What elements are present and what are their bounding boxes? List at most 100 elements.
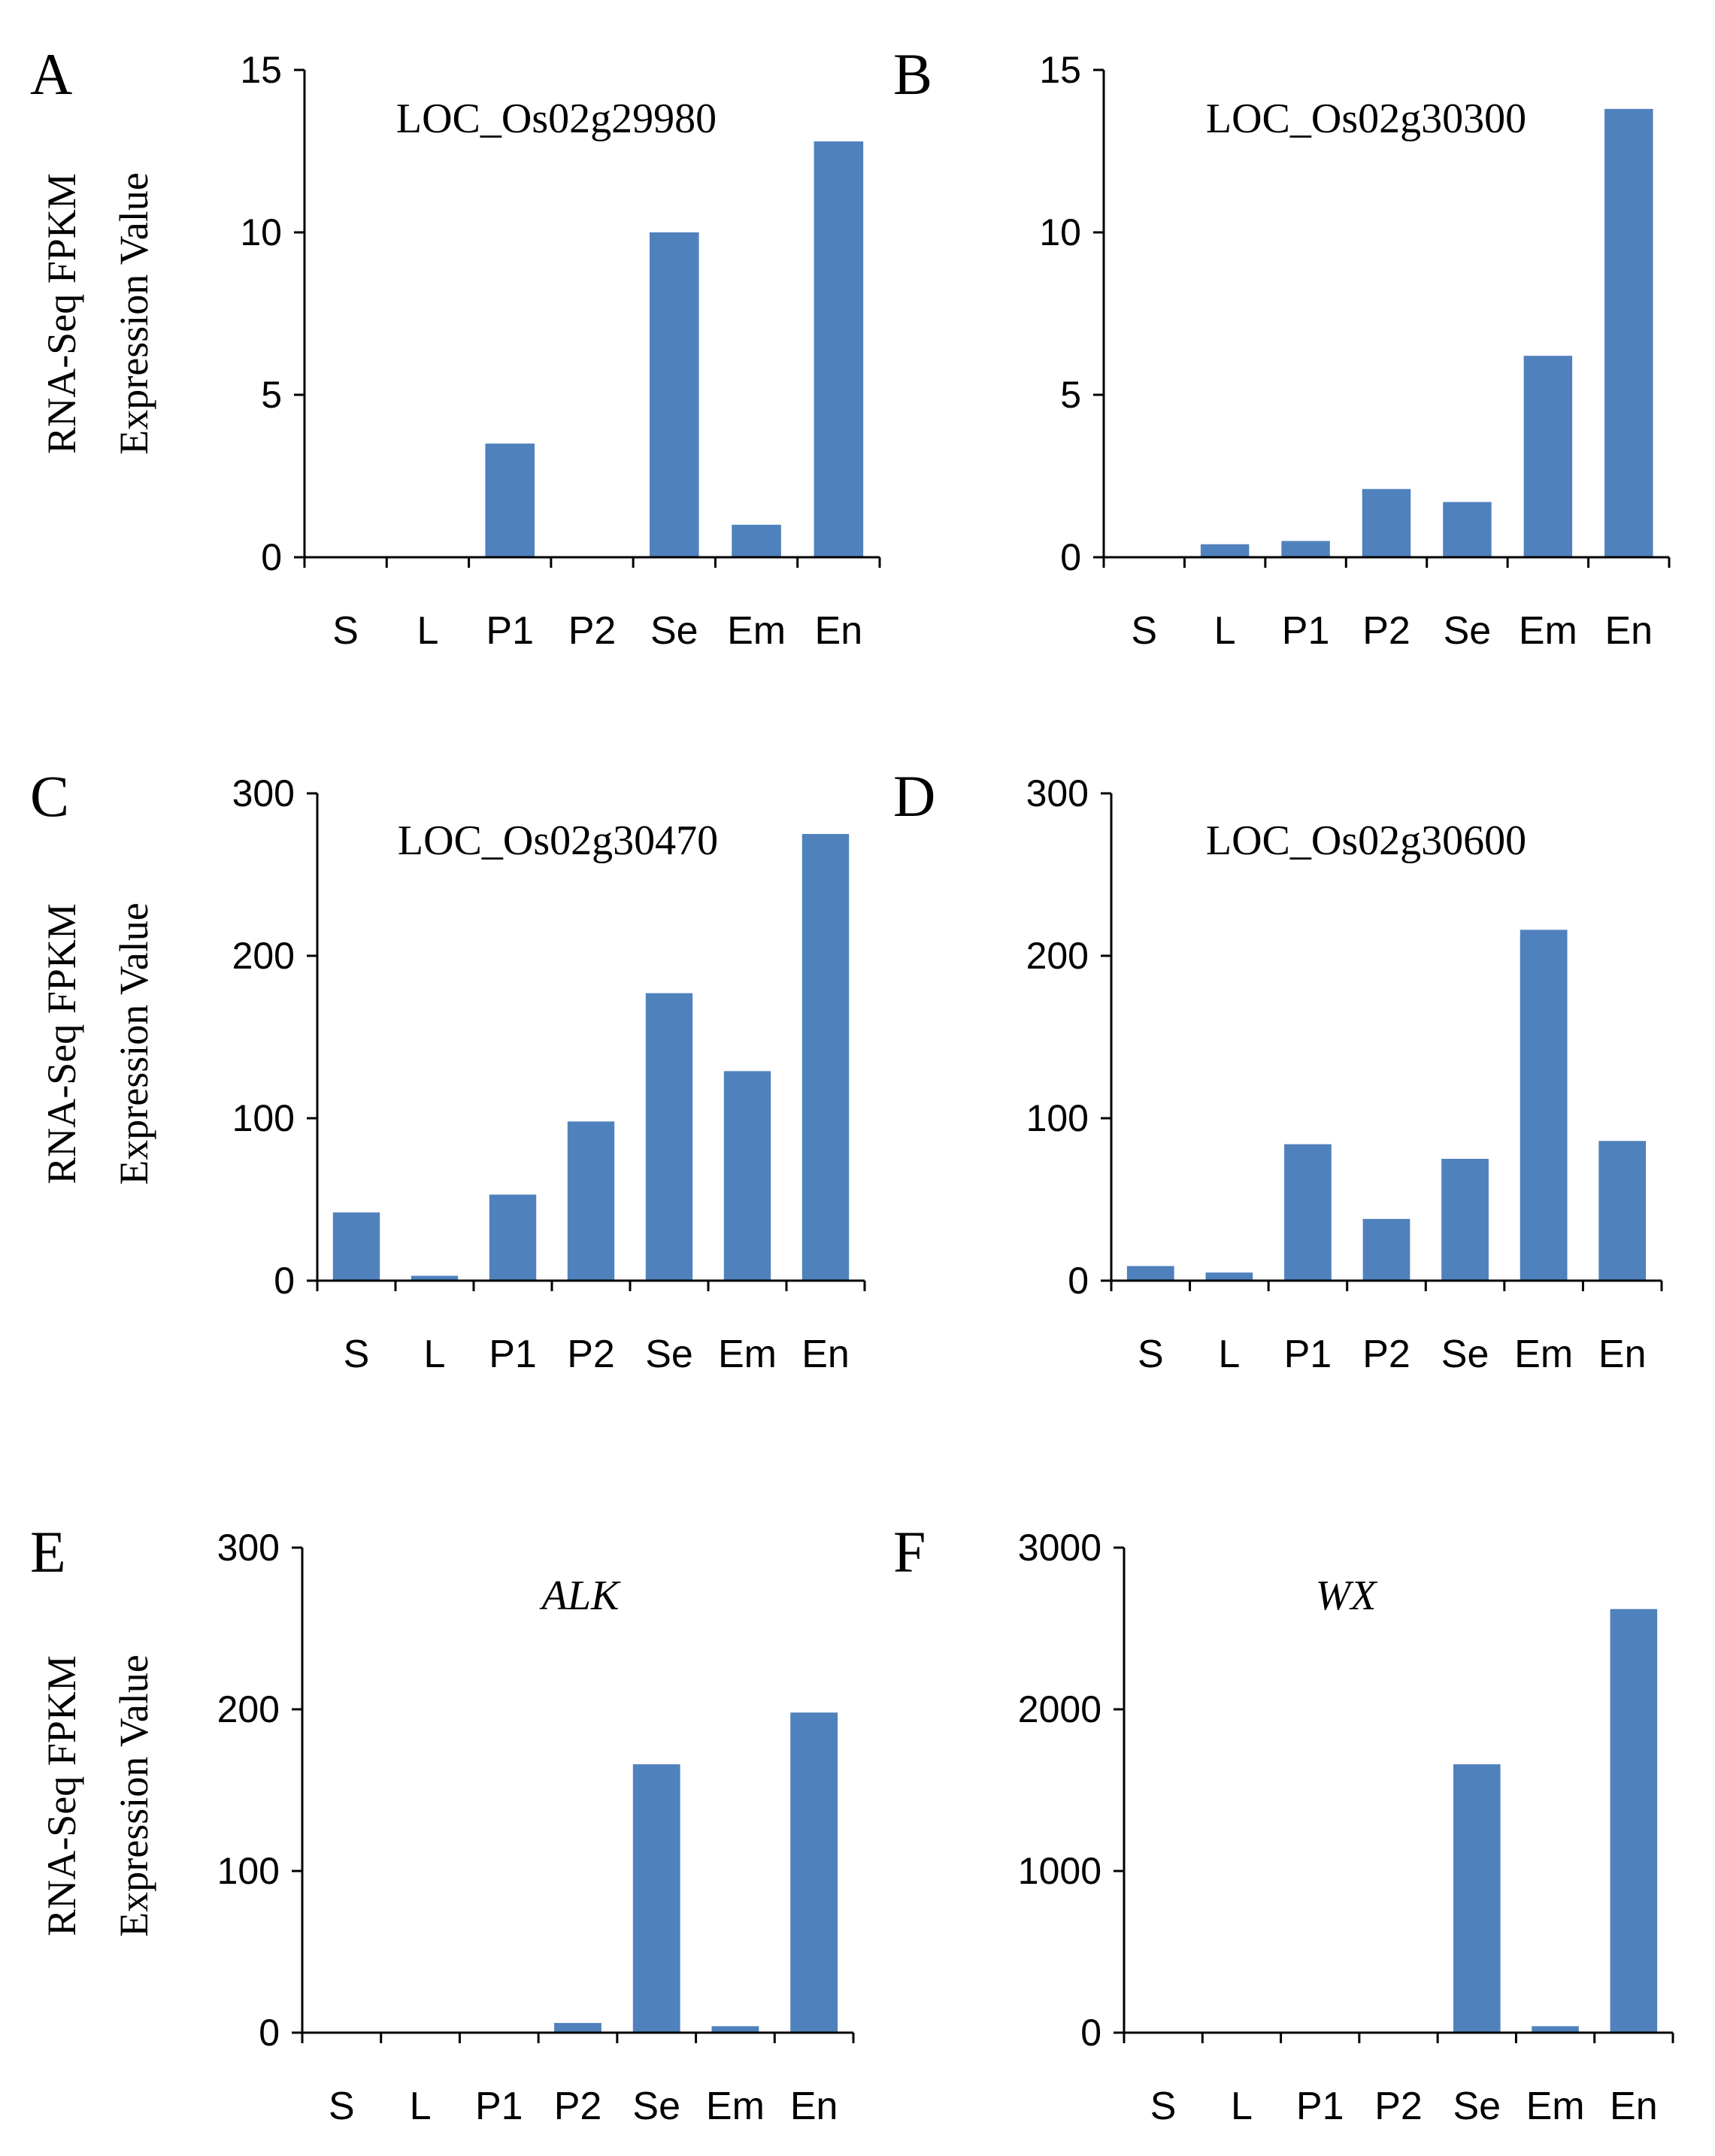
panel-c-letter: C <box>30 763 69 829</box>
panel-b-bar-p1 <box>1281 541 1330 557</box>
panel-a-y-tick-label-15: 15 <box>240 49 282 91</box>
panel-d-x-tick-label-s: S <box>1138 1333 1164 1376</box>
panel-b-x-tick-label-se: Se <box>1444 609 1492 653</box>
panel-b-bar-en <box>1604 108 1653 558</box>
panel-b-letter: B <box>893 41 932 107</box>
panel-d-x-tick-label-en: En <box>1598 1333 1647 1376</box>
panel-a-y-axis-label-line1: RNA-Seq FPKM <box>39 173 84 454</box>
panel-d-x-tick-label-l: L <box>1218 1333 1240 1376</box>
panel-d-y-tick-label-300: 300 <box>1026 772 1089 814</box>
panel-d-x-tick-label-p1: P1 <box>1284 1333 1332 1376</box>
panel-d-bar-em <box>1520 929 1568 1281</box>
panel-e-x-tick-label-em: Em <box>706 2085 765 2128</box>
panel-e-x-tick-label-p1: P1 <box>475 2085 523 2128</box>
panel-e-x-tick-label-en: En <box>790 2085 838 2128</box>
panel-f-y-tick-label-0: 0 <box>1080 2012 1101 2054</box>
panel-c-y-tick-label-300: 300 <box>232 772 295 814</box>
panel-e-y-tick-label-100: 100 <box>217 1850 280 1892</box>
panel-e-y-tick-label-200: 200 <box>217 1688 280 1730</box>
panel-a-x-tick-label-p2: P2 <box>568 609 617 653</box>
panel-d-bar-l <box>1205 1272 1253 1281</box>
panel-c-x-tick-label-l: L <box>424 1333 446 1376</box>
panel-c-x-tick-label-p2: P2 <box>567 1333 615 1376</box>
panel-c-y-tick-label-200: 200 <box>232 935 295 977</box>
panel-e-bar-en <box>790 1712 838 2033</box>
panel-f-title: WX <box>1316 1572 1379 1619</box>
panel-d-x-tick-label-se: Se <box>1441 1333 1489 1376</box>
panel-f-bar-se <box>1453 1764 1501 2033</box>
panel-e-x-tick-label-p2: P2 <box>554 2085 602 2128</box>
panel-f-x-tick-label-en: En <box>1610 2085 1658 2128</box>
panel-a-x-tick-label-em: Em <box>727 609 786 653</box>
panel-b-bar-se <box>1443 502 1492 557</box>
panel-c-y-axis-label-line2: Expression Value <box>111 902 156 1184</box>
panel-b-x-tick-label-s: S <box>1131 609 1157 653</box>
panel-e-title: ALK <box>539 1572 621 1619</box>
panel-c-bar-em <box>723 1071 771 1281</box>
panel-a-bar-p1 <box>485 443 535 557</box>
panel-c-bar-s <box>332 1212 380 1281</box>
panel-d-bar-p2 <box>1362 1218 1410 1281</box>
panel-a-letter: A <box>30 41 72 107</box>
panel-d-y-tick-label-100: 100 <box>1026 1097 1089 1139</box>
panel-e-letter: E <box>30 1519 66 1584</box>
panel-d-title: LOC_Os02g30600 <box>1206 817 1526 864</box>
panel-f-y-tick-label-1000: 1000 <box>1018 1850 1101 1892</box>
panel-b-x-tick-label-p2: P2 <box>1362 609 1410 653</box>
panel-b-y-tick-label-10: 10 <box>1039 211 1081 253</box>
panel-e-y-tick-label-0: 0 <box>259 2012 280 2054</box>
panel-a-x-tick-label-p1: P1 <box>486 609 534 653</box>
panel-b-title: LOC_Os02g30300 <box>1206 96 1526 142</box>
panel-e-bar-se <box>632 1764 680 2033</box>
panel-d-x-tick-label-em: Em <box>1514 1333 1573 1376</box>
panel-c-bar-se <box>645 993 693 1281</box>
panel-e-y-axis-label-line2: Expression Value <box>111 1654 156 1936</box>
panel-c-y-tick-label-100: 100 <box>232 1097 295 1139</box>
panel-b-x-tick-label-en: En <box>1604 609 1653 653</box>
panel-a-y-axis-label-line2: Expression Value <box>111 172 156 454</box>
panel-f-bar-en <box>1610 1609 1658 2033</box>
panel-a-y-tick-label-10: 10 <box>240 211 282 253</box>
panel-f-y-tick-label-3000: 3000 <box>1018 1527 1101 1569</box>
panel-c-x-tick-label-p1: P1 <box>489 1333 537 1376</box>
panel-e-y-tick-label-300: 300 <box>217 1527 280 1569</box>
panel-c-y-tick-label-0: 0 <box>274 1260 295 1302</box>
panel-f-x-tick-label-p1: P1 <box>1296 2085 1344 2128</box>
panel-a-bar-en <box>814 141 864 558</box>
panel-b-y-tick-label-0: 0 <box>1060 536 1081 578</box>
panel-c-x-tick-label-s: S <box>344 1333 370 1376</box>
panel-e-x-tick-label-s: S <box>329 2085 355 2128</box>
panel-a-x-tick-label-se: Se <box>650 609 698 653</box>
panel-e-bar-em <box>711 2026 759 2033</box>
panel-f-x-tick-label-p2: P2 <box>1374 2085 1423 2128</box>
panel-b-x-tick-label-p1: P1 <box>1282 609 1330 653</box>
panel-b-bar-l <box>1200 544 1250 557</box>
panel-a-x-tick-label-en: En <box>815 609 863 653</box>
panel-e-y-axis-label-line1: RNA-Seq FPKM <box>39 1655 84 1936</box>
panel-c-bar-en <box>801 834 850 1281</box>
panel-d-bar-s <box>1126 1266 1174 1281</box>
panel-e-x-tick-label-l: L <box>410 2085 432 2128</box>
panel-a-bar-se <box>650 232 699 557</box>
panel-c-x-tick-label-en: En <box>801 1333 850 1376</box>
panel-f-bar-em <box>1532 2026 1579 2033</box>
panel-b-y-tick-label-15: 15 <box>1039 49 1081 91</box>
panel-d-y-tick-label-0: 0 <box>1068 1260 1089 1302</box>
panel-c-bar-p2 <box>567 1121 615 1281</box>
panel-d-y-tick-label-200: 200 <box>1026 935 1089 977</box>
panel-c-bar-p1 <box>489 1194 537 1281</box>
panel-a-y-tick-label-5: 5 <box>261 374 282 416</box>
panel-c-title: LOC_Os02g30470 <box>398 817 718 864</box>
panel-a-x-tick-label-s: S <box>332 609 359 653</box>
panel-f-y-tick-label-2000: 2000 <box>1018 1688 1101 1730</box>
panel-f-x-tick-label-em: Em <box>1526 2085 1585 2128</box>
panel-a-title: LOC_Os02g29980 <box>396 96 717 142</box>
panel-b-x-tick-label-em: Em <box>1519 609 1577 653</box>
panel-e-x-tick-label-se: Se <box>632 2085 680 2128</box>
panel-a-y-tick-label-0: 0 <box>261 536 282 578</box>
panel-c-bar-l <box>411 1275 459 1281</box>
panel-e-bar-p2 <box>554 2023 601 2033</box>
panel-b-bar-p2 <box>1362 489 1411 557</box>
panel-c-x-tick-label-se: Se <box>645 1333 693 1376</box>
